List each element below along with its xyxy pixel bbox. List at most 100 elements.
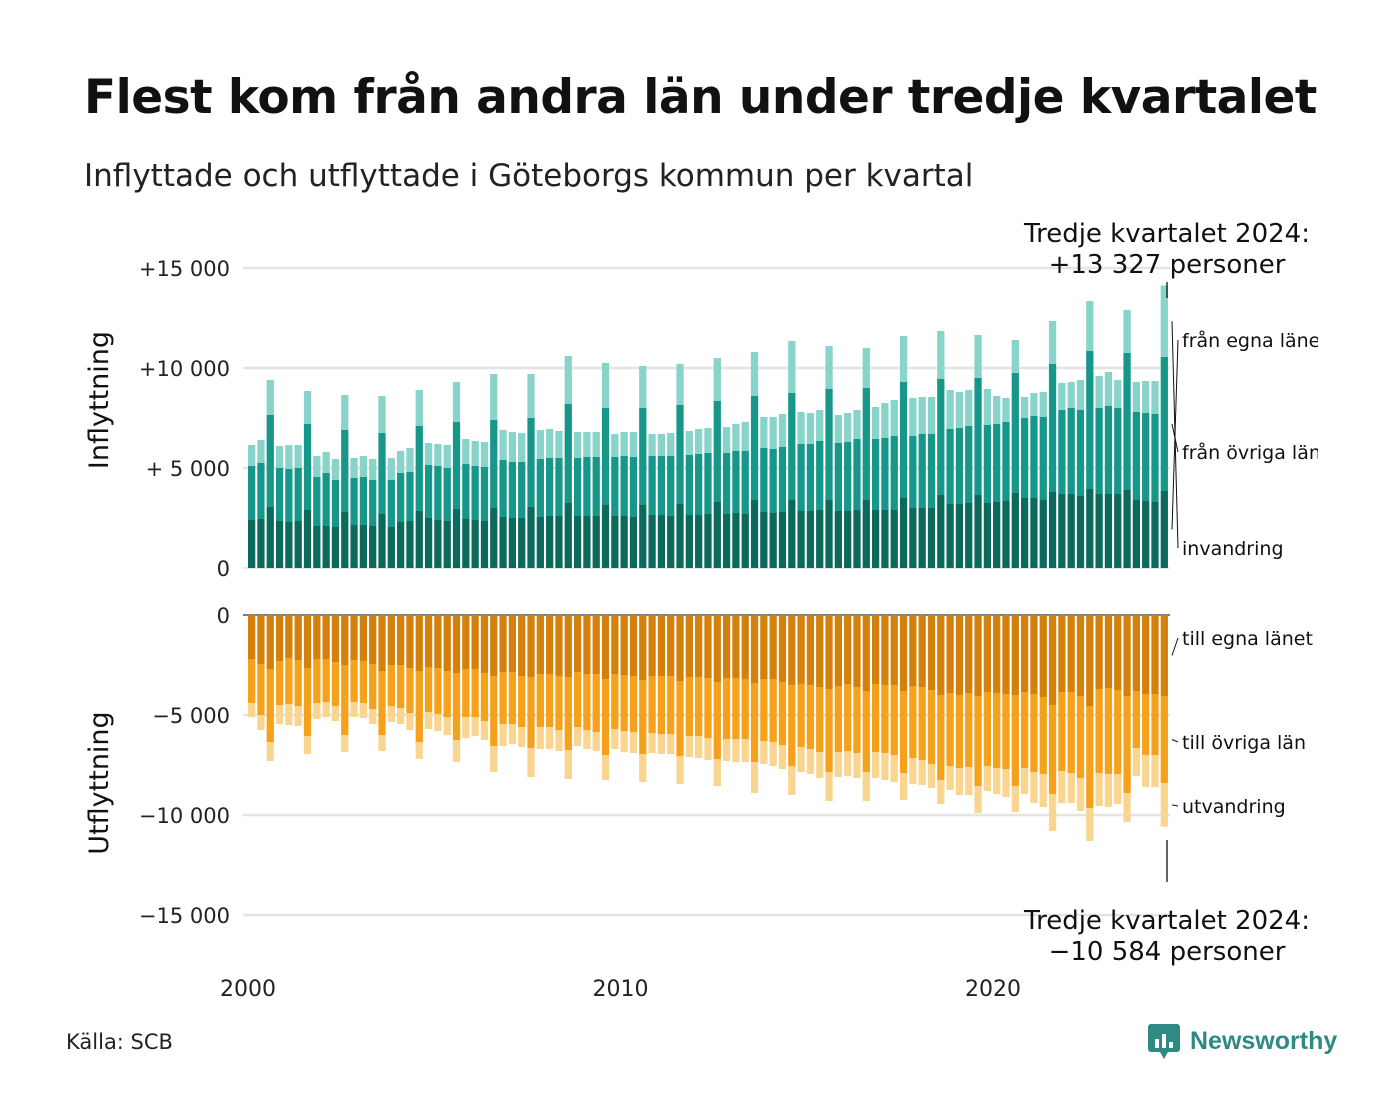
bar-segment <box>1086 706 1094 808</box>
bar-segment <box>564 615 572 677</box>
bar-segment <box>769 449 777 513</box>
bar-segment <box>778 447 787 512</box>
bar-segment <box>471 717 479 736</box>
bar-segment <box>695 677 703 736</box>
bar-segment <box>350 525 358 568</box>
bar-segment <box>1002 398 1010 422</box>
bar-segment <box>946 766 954 790</box>
bar-segment <box>1123 696 1131 793</box>
bar-segment <box>313 615 321 659</box>
bar-segment <box>536 517 544 568</box>
annotation-line: Tredje kvartalet 2024: <box>1023 906 1310 936</box>
bar-segment <box>881 615 889 685</box>
bar-segment <box>974 615 982 696</box>
bar-segment <box>322 659 330 702</box>
bar-segment <box>536 615 544 674</box>
bar-segment <box>499 517 507 568</box>
bar-segment <box>1039 774 1047 807</box>
bar-segment <box>685 515 693 568</box>
bar-segment <box>993 502 1001 568</box>
bar-segment <box>434 714 442 731</box>
bar-segment <box>881 510 889 568</box>
bar-segment <box>480 442 489 467</box>
bar-segment <box>704 514 712 568</box>
bar-segment <box>937 495 945 568</box>
brand-logo: Newsworthy <box>1148 1022 1337 1060</box>
bar-segment <box>378 671 386 735</box>
bar-segment <box>1067 408 1075 494</box>
bar-segment <box>704 738 712 760</box>
bar-segment <box>834 511 842 568</box>
bar-segment <box>909 398 917 436</box>
bar-segment <box>862 772 870 801</box>
bar-segment <box>359 456 368 477</box>
bar-segment <box>583 674 591 730</box>
bar-segment <box>676 364 684 405</box>
bar-segment <box>1030 393 1038 416</box>
bar-segment <box>685 677 693 736</box>
bar-segment <box>387 665 395 706</box>
bar-segment <box>704 428 712 453</box>
bar-segment <box>406 448 414 472</box>
bar-segment <box>499 460 507 517</box>
bar-segment <box>974 378 982 495</box>
bar-segment <box>722 615 731 678</box>
bar-segment <box>937 331 945 379</box>
bar-segment <box>1030 694 1038 772</box>
bar-segment <box>1114 615 1122 690</box>
bar-segment <box>490 615 498 676</box>
bar-segment <box>313 659 321 703</box>
bar-segment <box>1160 615 1168 696</box>
bar-segment <box>592 457 600 516</box>
bar-segment <box>415 671 423 742</box>
bar-segment <box>760 512 768 568</box>
bar-segment <box>993 396 1001 424</box>
bar-segment <box>275 521 284 568</box>
bar-segment <box>918 615 926 687</box>
bar-segment <box>266 615 274 669</box>
bar-segment <box>285 615 293 658</box>
bar-segment <box>397 451 405 473</box>
bar-segment <box>1067 615 1075 692</box>
bar-segment <box>397 708 405 724</box>
bar-segment <box>480 615 489 673</box>
bar-segment <box>573 458 582 516</box>
bar-segment <box>1058 771 1066 803</box>
bar-segment <box>527 374 535 418</box>
bar-segment <box>1067 494 1075 568</box>
bar-segment <box>806 413 815 444</box>
y-tick-label: +15 000 <box>139 257 230 281</box>
bar-segment <box>1058 410 1066 494</box>
bar-segment <box>564 750 572 779</box>
bar-segment <box>816 687 824 752</box>
bar-segment <box>369 526 377 568</box>
bar-segment <box>275 615 284 661</box>
bar-segment <box>406 668 414 713</box>
bar-segment <box>266 507 274 568</box>
y-tick-label: 0 <box>217 557 230 581</box>
bar-segment <box>965 390 973 426</box>
bar-segment <box>648 434 656 456</box>
series-label: till egna länet <box>1182 628 1313 650</box>
bar-segment <box>1114 494 1122 568</box>
bar-segment <box>806 685 815 749</box>
bar-segment <box>955 615 964 695</box>
bar-segment <box>825 772 833 801</box>
bar-segment <box>1011 786 1019 812</box>
bar-segment <box>322 615 330 659</box>
bar-segment <box>797 747 805 772</box>
bar-segment <box>462 439 470 464</box>
bar-segment <box>471 669 479 717</box>
bar-segment <box>797 615 805 684</box>
bar-segment <box>434 615 442 668</box>
bar-segment <box>378 615 386 671</box>
bar-segment <box>816 752 824 778</box>
bar-segment <box>871 510 880 568</box>
bar-segment <box>1114 690 1122 774</box>
bar-segment <box>620 731 628 752</box>
bar-segment <box>983 692 991 766</box>
bar-segment <box>1011 373 1019 493</box>
bar-segment <box>927 434 936 508</box>
bar-segment <box>350 702 358 717</box>
bar-segment <box>1142 501 1150 568</box>
